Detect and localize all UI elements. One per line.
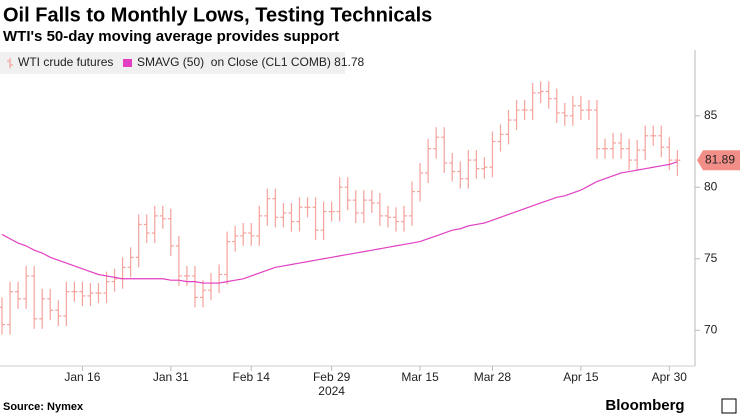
x-tick-label: Apr 15 <box>563 370 599 384</box>
last-price-tag <box>697 150 740 171</box>
x-tick-label: Apr 30 <box>652 370 688 384</box>
x-year-label: 2024 <box>318 384 345 398</box>
y-tick-label: 80 <box>704 179 718 193</box>
brand-icon <box>721 398 737 414</box>
legend-label: WTI crude futures <box>18 55 113 69</box>
legend-swatch <box>123 59 132 67</box>
x-tick-label: Feb 29 <box>313 370 351 384</box>
x-tick-label: Jan 16 <box>64 370 100 384</box>
x-tick-label: Feb 14 <box>233 370 271 384</box>
x-tick-label: Mar 28 <box>474 370 512 384</box>
legend-background <box>0 52 345 74</box>
y-tick-label: 75 <box>704 251 718 265</box>
last-price-label: 81.89 <box>705 152 735 166</box>
x-tick-label: Mar 15 <box>401 370 439 384</box>
chart-title: Oil Falls to Monthly Lows, Testing Techn… <box>3 4 432 26</box>
source: Source: Nymex <box>3 401 84 413</box>
sma-line <box>1 161 678 284</box>
y-tick-label: 85 <box>704 108 718 122</box>
chart-subtitle: WTI's 50-day moving average provides sup… <box>3 28 339 45</box>
y-tick-label: 70 <box>704 322 718 336</box>
legend-label: SMAVG (50) on Close (CL1 COMB) 81.78 <box>137 55 365 69</box>
x-tick-label: Jan 31 <box>153 370 189 384</box>
brand: Bloomberg <box>605 397 684 414</box>
